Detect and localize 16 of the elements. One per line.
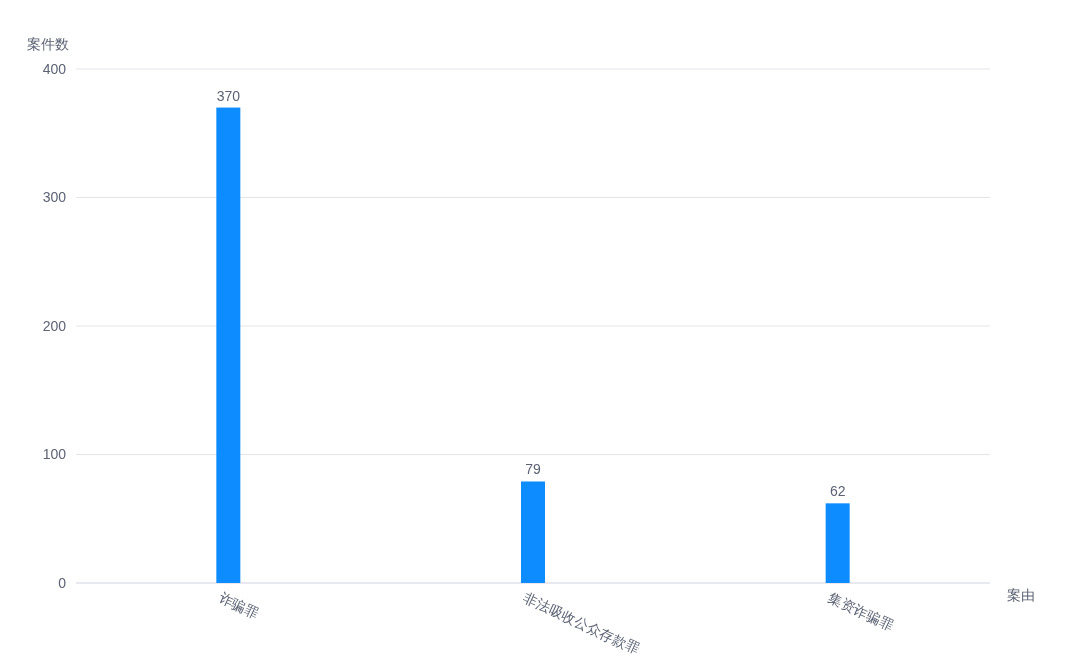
bar (216, 107, 241, 583)
y-tick-label: 0 (58, 574, 67, 591)
bar (825, 503, 850, 583)
y-tick-label: 400 (42, 60, 67, 77)
y-tick-label: 200 (42, 317, 67, 334)
data-label: 62 (829, 483, 846, 500)
x-tick-label: 诈骗罪 (216, 589, 262, 622)
x-axis-title: 案由 (1007, 587, 1035, 603)
bar (521, 481, 545, 583)
data-label: 79 (525, 461, 541, 478)
data-label: 370 (216, 87, 241, 104)
y-axis-title: 案件数 (27, 36, 69, 52)
x-tick-label: 非法吸收公众存款罪 (521, 589, 642, 658)
x-tick-label: 集资诈骗罪 (825, 589, 896, 634)
y-tick-label: 100 (42, 446, 67, 463)
y-tick-label: 300 (42, 189, 67, 206)
